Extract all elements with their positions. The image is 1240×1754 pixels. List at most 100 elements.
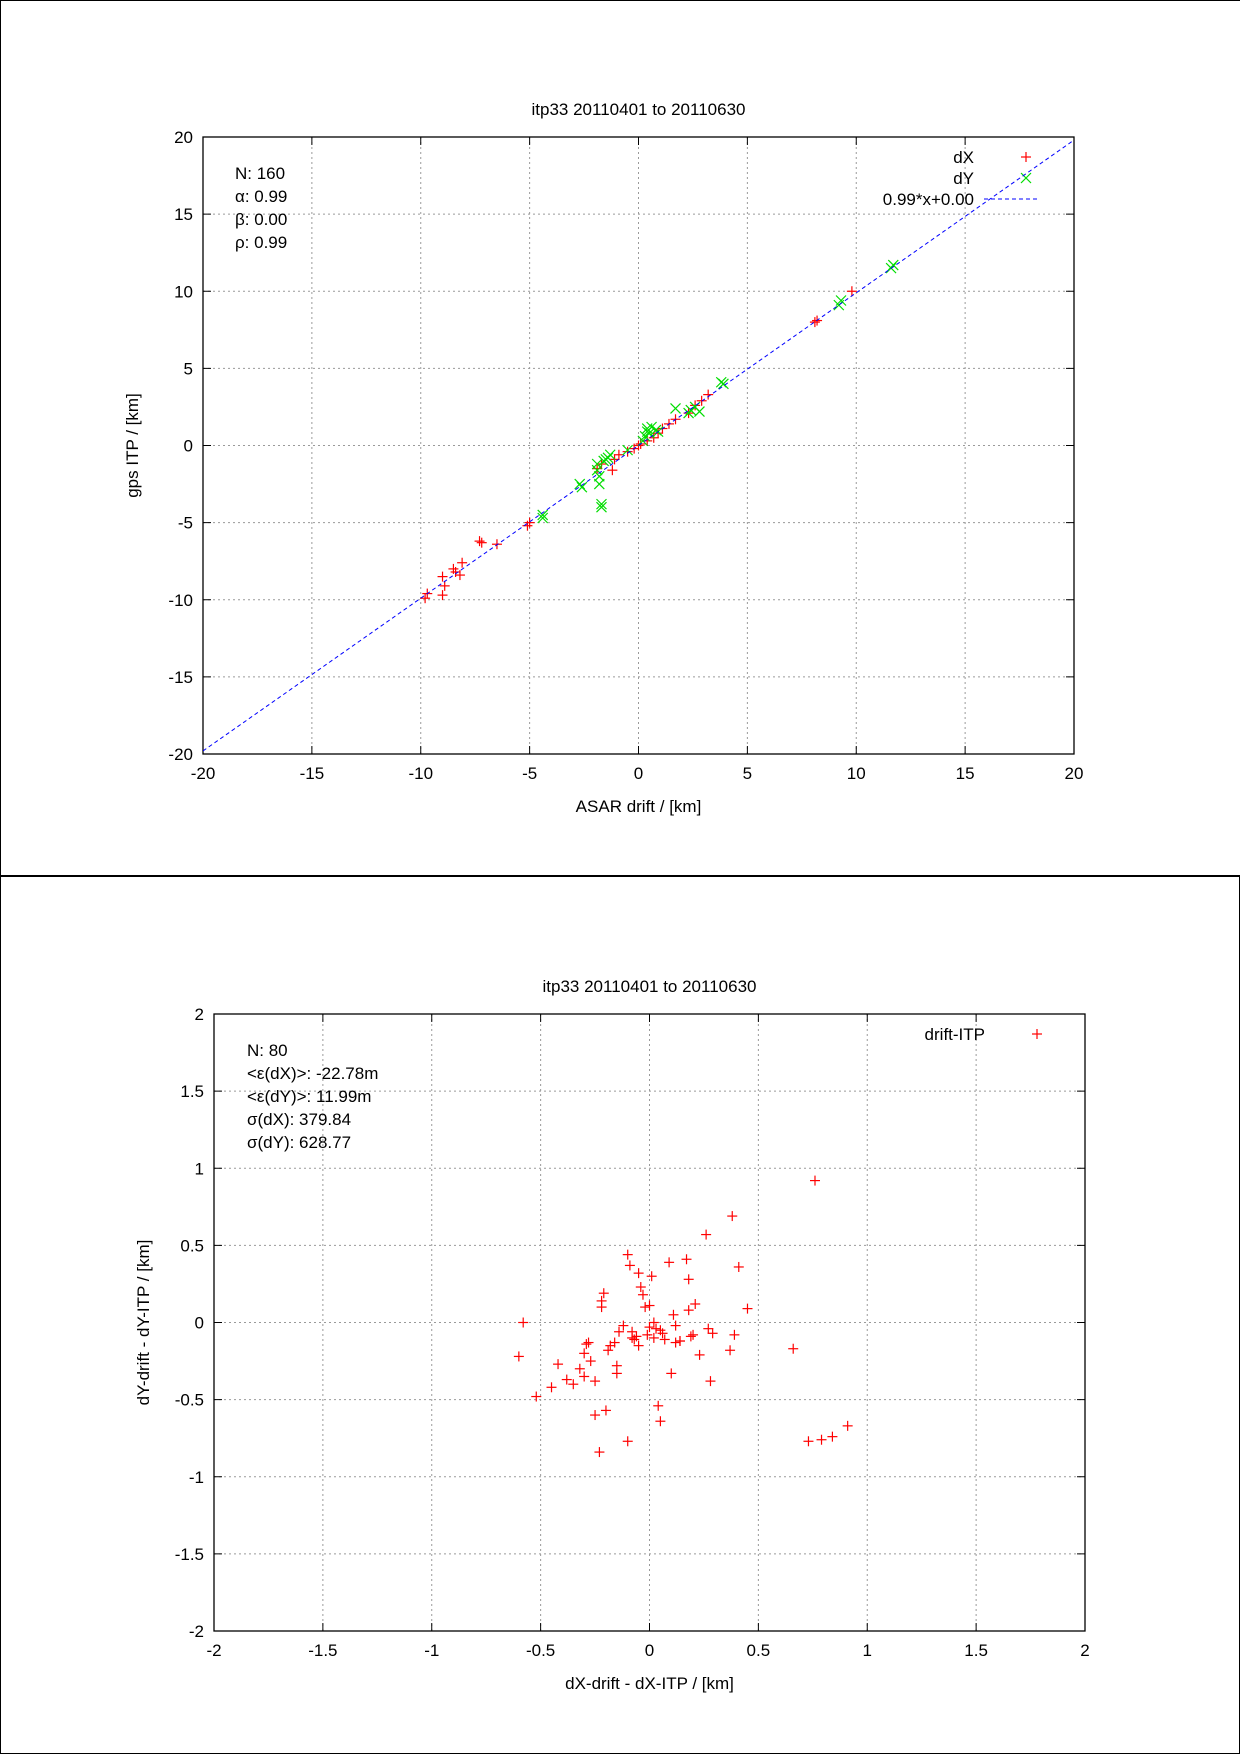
data-point bbox=[846, 286, 857, 297]
data-point bbox=[683, 1305, 694, 1316]
data-point bbox=[583, 1337, 594, 1348]
x-tick-label: 20 bbox=[1065, 764, 1084, 783]
data-point bbox=[603, 1345, 614, 1356]
y-tick-label: 10 bbox=[174, 282, 193, 301]
data-point bbox=[574, 1363, 585, 1374]
stats-line: σ(dY): 628.77 bbox=[247, 1133, 351, 1152]
stats-line: β: 0.00 bbox=[235, 210, 287, 229]
x-tick-label: -2 bbox=[206, 1641, 221, 1660]
stats-line: N: 160 bbox=[235, 164, 285, 183]
data-point bbox=[694, 1349, 705, 1360]
y-axis-label: gps ITP / [km] bbox=[123, 393, 142, 498]
data-point bbox=[622, 444, 634, 456]
data-point bbox=[609, 1337, 620, 1348]
data-point bbox=[664, 1257, 675, 1268]
data-point bbox=[733, 1261, 744, 1272]
data-point bbox=[648, 1317, 659, 1328]
y-tick-label: -20 bbox=[168, 745, 193, 764]
x-tick-label: -1 bbox=[424, 1641, 439, 1660]
data-point bbox=[705, 1376, 716, 1387]
data-point bbox=[655, 1325, 666, 1336]
legend-label: dX bbox=[953, 148, 974, 167]
data-point bbox=[537, 512, 549, 524]
y-axis-label: dY-drift - dY-ITP / [km] bbox=[134, 1240, 153, 1406]
data-point bbox=[701, 1229, 712, 1240]
data-point bbox=[592, 463, 603, 474]
y-tick-label: -2 bbox=[189, 1622, 204, 1641]
chart-title: itp33 20110401 to 20110630 bbox=[532, 100, 746, 119]
y-tick-label: -1.5 bbox=[175, 1545, 204, 1564]
x-tick-label: -10 bbox=[408, 764, 433, 783]
y-tick-label: -15 bbox=[168, 668, 193, 687]
stats-line: α: 0.99 bbox=[235, 187, 287, 206]
data-point bbox=[646, 1271, 657, 1282]
data-point bbox=[476, 537, 487, 548]
data-point bbox=[651, 1323, 662, 1334]
legend-label: 0.99*x+0.00 bbox=[883, 190, 974, 209]
data-point bbox=[690, 1298, 701, 1309]
data-point bbox=[474, 536, 485, 547]
data-point bbox=[568, 1379, 579, 1390]
data-point bbox=[591, 458, 603, 470]
legend-label: drift-ITP bbox=[925, 1025, 985, 1044]
data-point bbox=[788, 1343, 799, 1354]
x-tick-label: -20 bbox=[191, 764, 216, 783]
y-tick-label: -10 bbox=[168, 591, 193, 610]
data-point bbox=[653, 428, 664, 439]
data-point bbox=[457, 557, 468, 568]
legend-label: dY bbox=[953, 169, 974, 188]
data-point bbox=[513, 1351, 524, 1362]
data-point bbox=[707, 1328, 718, 1339]
data-point bbox=[644, 1322, 655, 1333]
y-tick-label: 0 bbox=[184, 437, 193, 456]
x-tick-label: 15 bbox=[956, 764, 975, 783]
data-point bbox=[454, 570, 465, 581]
fit-line bbox=[203, 139, 1074, 752]
data-point bbox=[842, 1420, 853, 1431]
data-point bbox=[681, 1254, 692, 1265]
data-point bbox=[524, 517, 535, 528]
data-point bbox=[643, 427, 655, 439]
data-point bbox=[648, 1332, 659, 1343]
stats-line: <ε(dY)>: 11.99m bbox=[247, 1087, 371, 1106]
data-point bbox=[596, 1295, 607, 1306]
data-point bbox=[598, 1288, 609, 1299]
data-point bbox=[642, 1329, 653, 1340]
data-point bbox=[579, 1348, 590, 1359]
x-tick-label: 0.5 bbox=[747, 1641, 771, 1660]
data-point bbox=[717, 378, 729, 390]
data-point bbox=[622, 446, 633, 457]
data-point bbox=[803, 1436, 814, 1447]
data-point bbox=[670, 1337, 681, 1348]
data-point bbox=[655, 1416, 666, 1427]
data-point bbox=[614, 1326, 625, 1337]
x-axis-label: dX-drift - dX-ITP / [km] bbox=[565, 1674, 734, 1693]
data-point bbox=[585, 1356, 596, 1367]
x-axis-label: ASAR drift / [km] bbox=[576, 797, 702, 816]
data-point bbox=[546, 1382, 557, 1393]
data-point bbox=[633, 1340, 644, 1351]
y-tick-label: 20 bbox=[174, 128, 193, 147]
legend-marker bbox=[1021, 152, 1031, 162]
data-point bbox=[437, 590, 448, 601]
data-point bbox=[596, 501, 607, 513]
data-point bbox=[596, 498, 607, 510]
y-tick-label: 1.5 bbox=[180, 1082, 204, 1101]
data-point bbox=[659, 1334, 670, 1345]
data-point bbox=[590, 1410, 601, 1421]
x-tick-label: 1 bbox=[863, 1641, 872, 1660]
data-point bbox=[439, 580, 450, 591]
y-tick-label: -1 bbox=[189, 1468, 204, 1487]
data-point bbox=[622, 1436, 633, 1447]
data-point bbox=[816, 1434, 827, 1445]
data-point bbox=[604, 449, 616, 461]
plot-frame bbox=[213, 1013, 1086, 1632]
x-tick-label: -1.5 bbox=[308, 1641, 337, 1660]
data-point bbox=[593, 470, 605, 482]
data-point bbox=[618, 1320, 629, 1331]
data-point bbox=[581, 1339, 592, 1350]
x-tick-label: 5 bbox=[743, 764, 752, 783]
data-point bbox=[666, 1368, 677, 1379]
data-point bbox=[827, 1431, 838, 1442]
